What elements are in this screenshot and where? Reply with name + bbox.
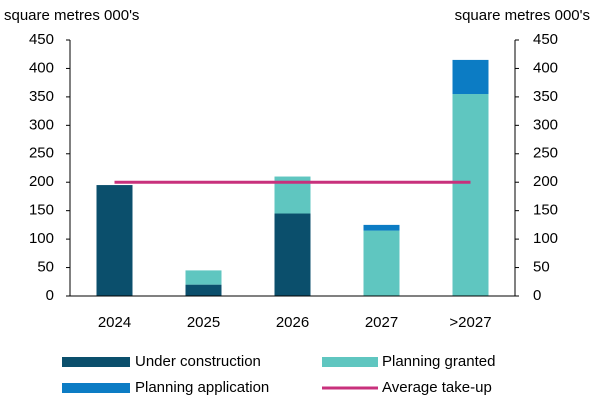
- y2-tick-label: 0: [533, 287, 541, 304]
- y-axis-label: square metres 000's: [4, 7, 139, 24]
- legend-label: Under construction: [135, 353, 261, 370]
- y2-tick-label: 150: [533, 202, 558, 219]
- y-tick-label: 150: [29, 202, 54, 219]
- legend-swatch: [62, 383, 130, 393]
- y-tick-label: 50: [37, 259, 54, 276]
- y2-axis-label: square metres 000's: [455, 7, 590, 24]
- x-tick-label: 2026: [276, 314, 309, 331]
- bar: [96, 185, 133, 296]
- legend-label: Average take-up: [382, 379, 492, 396]
- y-tick-label: 100: [29, 230, 54, 247]
- legend-label: Planning application: [135, 379, 269, 396]
- bar: [363, 230, 400, 296]
- y2-tick-label: 50: [533, 259, 550, 276]
- legend-swatch: [62, 357, 130, 367]
- legend-swatch: [322, 357, 378, 367]
- x-tick-label: >2027: [449, 314, 491, 331]
- x-tick-label: 2025: [187, 314, 220, 331]
- y-tick-label: 350: [29, 88, 54, 105]
- y-tick-label: 450: [29, 31, 54, 48]
- y-tick-label: 250: [29, 145, 54, 162]
- y2-tick-label: 100: [533, 230, 558, 247]
- x-tick-label: 2027: [365, 314, 398, 331]
- y2-tick-label: 250: [533, 145, 558, 162]
- y2-tick-label: 300: [533, 116, 558, 133]
- y2-tick-label: 200: [533, 173, 558, 190]
- bar: [452, 94, 489, 297]
- bar: [185, 270, 222, 285]
- y-tick-label: 300: [29, 116, 54, 133]
- y2-tick-label: 350: [533, 88, 558, 105]
- y2-tick-label: 450: [533, 31, 558, 48]
- bar: [452, 59, 489, 95]
- y-tick-label: 200: [29, 173, 54, 190]
- bar: [274, 213, 311, 296]
- y-tick-label: 0: [46, 287, 54, 304]
- bar: [363, 224, 400, 231]
- y-tick-label: 400: [29, 59, 54, 76]
- legend-label: Planning granted: [382, 353, 495, 370]
- y2-tick-label: 400: [533, 59, 558, 76]
- bar: [185, 284, 222, 296]
- x-tick-label: 2024: [98, 314, 131, 331]
